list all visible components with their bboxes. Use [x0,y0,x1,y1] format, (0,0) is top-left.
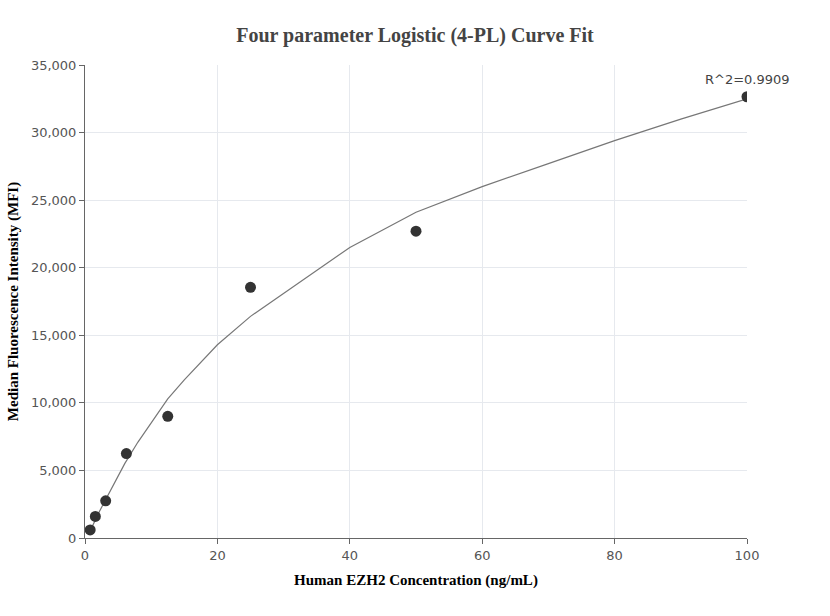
svg-text:Four parameter Logistic (4-PL): Four parameter Logistic (4-PL) Curve Fit [236,24,594,47]
svg-text:100: 100 [735,548,760,563]
svg-text:30,000: 30,000 [31,125,77,140]
svg-text:0: 0 [81,548,89,563]
svg-text:25,000: 25,000 [31,193,77,208]
svg-text:60: 60 [474,548,491,563]
svg-text:Human EZH2 Concentration (ng/m: Human EZH2 Concentration (ng/mL) [294,572,538,589]
svg-text:10,000: 10,000 [31,395,77,410]
svg-text:20: 20 [209,548,226,563]
svg-text:40: 40 [342,548,359,563]
svg-text:Median Fluorescence Intensity: Median Fluorescence Intensity (MFI) [5,182,22,421]
svg-text:0: 0 [68,531,76,546]
svg-text:35,000: 35,000 [31,58,77,73]
svg-text:5,000: 5,000 [39,463,76,478]
svg-text:15,000: 15,000 [31,328,77,343]
svg-text:R^2=0.9909: R^2=0.9909 [705,72,790,87]
svg-text:20,000: 20,000 [31,260,77,275]
svg-text:80: 80 [606,548,623,563]
